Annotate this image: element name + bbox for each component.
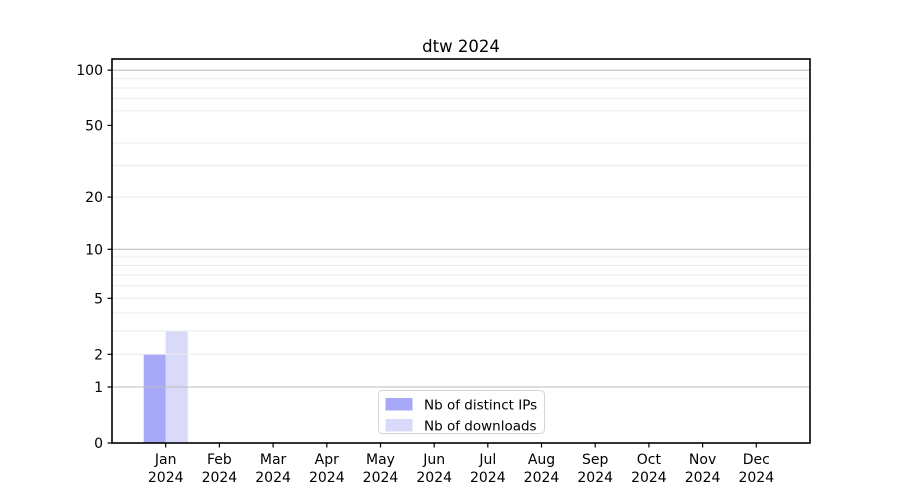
x-axis-tick-label-month: May [366,452,395,468]
y-axis-tick-label: 5 [94,291,103,307]
x-axis-tick-label-month: Nov [689,452,716,468]
x-axis-tick-label-year: 2024 [470,470,506,486]
plot-frame [111,58,811,444]
x-axis-tick-label-month: Sep [582,452,609,468]
axes-layer: 0 1 2 5 10 20 50 100 Jan 2024 Feb 2024 Mar 2024 Apr 202… [76,58,811,486]
legend-swatch-nb-of-distinct-ips [385,398,413,411]
x-axis-tick-label-year: 2024 [738,470,774,486]
legend: Nb of distinct IPs Nb of downloads [378,390,545,435]
chart-title: dtw 2024 [422,37,500,56]
y-axis-tick-label: 100 [76,63,103,79]
legend-label: Nb of downloads [424,419,537,435]
x-axis-tick-label-year: 2024 [309,470,345,486]
legend-label: Nb of distinct IPs [424,398,537,414]
x-axis-tick-label-month: Aug [528,452,555,468]
y-axis-tick-label: 20 [85,190,103,206]
bar-nb-of-distinct-ips-jan [143,354,166,443]
y-axis-tick-label: 0 [94,436,103,452]
y-axis-tick-label: 10 [85,242,103,258]
x-axis-tick-label-month: Jan [154,452,177,468]
legend-box [378,390,545,434]
y-axis-tick-label: 50 [85,118,103,134]
x-axis-tick-label-year: 2024 [148,470,184,486]
x-axis-tick-label-month: Jun [422,452,445,468]
x-axis-tick-label-year: 2024 [363,470,399,486]
gridlines-layer [112,69,810,388]
x-axis-tick-label-month: Mar [260,452,287,468]
x-axis-tick-label-year: 2024 [685,470,721,486]
x-axis-tick-label-year: 2024 [202,470,238,486]
x-axis-tick-label-year: 2024 [631,470,667,486]
x-axis-tick-label-year: 2024 [255,470,291,486]
x-axis-tick-label-year: 2024 [577,470,613,486]
x-axis-tick-label-month: Dec [743,452,770,468]
legend-swatch-nb-of-downloads [385,419,413,432]
x-axis-tick-label-year: 2024 [416,470,452,486]
x-axis-tick-label-month: Apr [315,452,339,468]
x-axis-tick-label-month: Jul [478,452,496,468]
x-axis-tick-label-year: 2024 [524,470,560,486]
x-axis-tick-label-month: Feb [207,452,232,468]
x-axis-tick-label-month: Oct [637,452,662,468]
y-axis-tick-label: 2 [94,347,103,363]
y-axis-tick-label: 1 [94,380,103,396]
